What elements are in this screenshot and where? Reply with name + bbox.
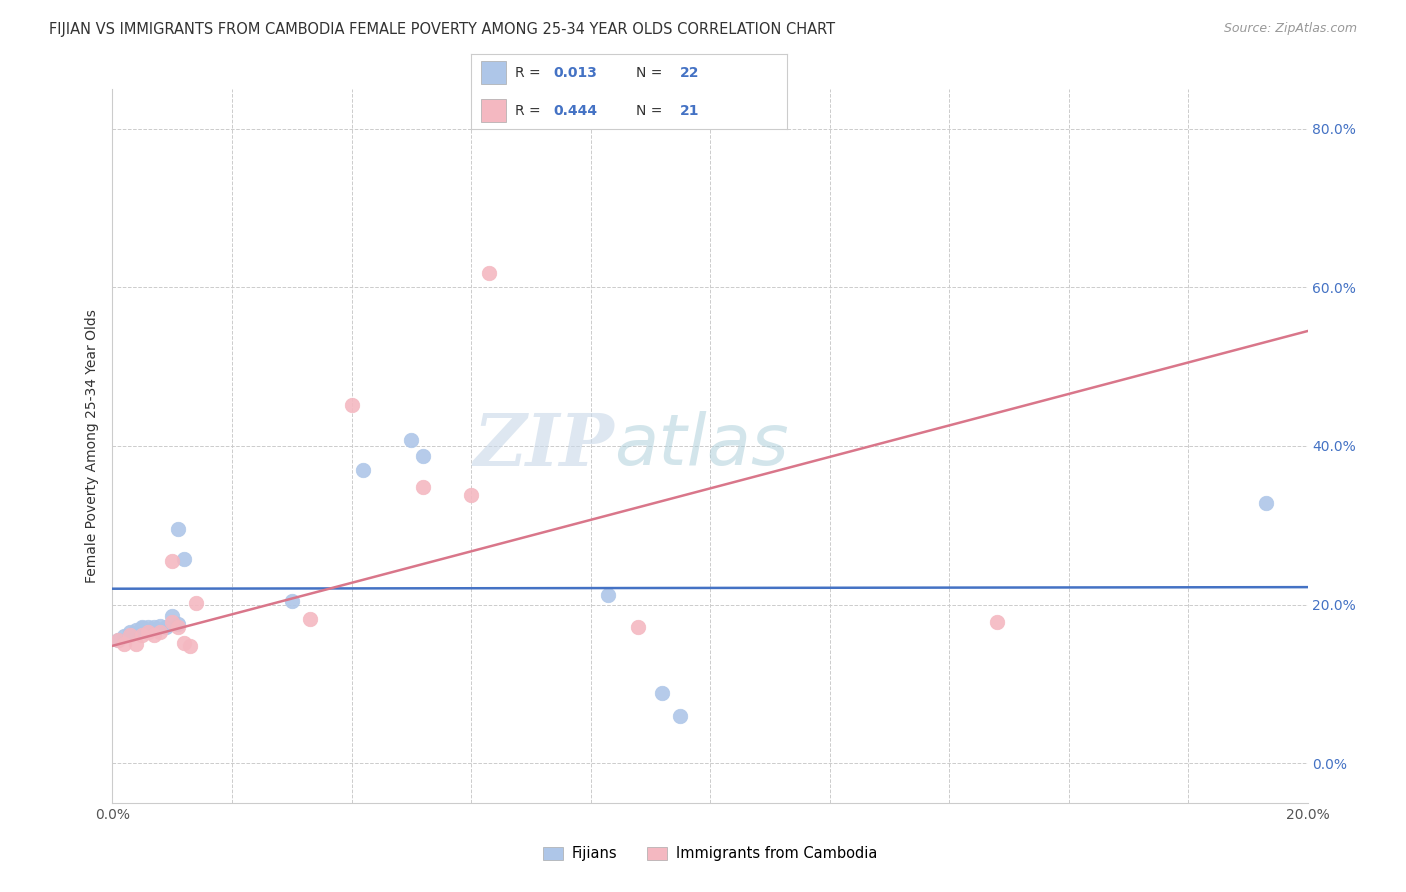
Text: N =: N =	[636, 104, 666, 118]
Point	[353, 463, 375, 477]
Point	[120, 625, 142, 640]
Point	[143, 628, 166, 642]
Point	[179, 639, 201, 653]
Point	[131, 620, 153, 634]
Point	[131, 628, 153, 642]
Point	[114, 637, 135, 651]
Text: Source: ZipAtlas.com: Source: ZipAtlas.com	[1223, 22, 1357, 36]
Point	[120, 628, 142, 642]
Point	[478, 266, 501, 280]
Bar	[481, 62, 506, 84]
Point	[281, 593, 304, 607]
Point	[167, 620, 190, 634]
Point	[107, 633, 129, 648]
Text: R =: R =	[516, 104, 546, 118]
Point	[173, 551, 195, 566]
Text: R =: R =	[516, 66, 546, 80]
Point	[155, 620, 177, 634]
Point	[340, 398, 363, 412]
Point	[138, 625, 160, 640]
Point	[162, 615, 183, 629]
Point	[131, 621, 153, 635]
Point	[186, 596, 208, 610]
Y-axis label: Female Poverty Among 25-34 Year Olds: Female Poverty Among 25-34 Year Olds	[86, 309, 100, 583]
Text: atlas: atlas	[614, 411, 789, 481]
Point	[669, 708, 692, 723]
Point	[167, 617, 190, 632]
Text: 22: 22	[681, 66, 699, 80]
Point	[125, 637, 148, 651]
Point	[173, 635, 195, 649]
Point	[412, 480, 434, 494]
Point	[1254, 496, 1277, 510]
Point	[143, 620, 166, 634]
Point	[125, 623, 148, 637]
Point	[149, 625, 172, 640]
Point	[114, 629, 135, 643]
Text: 0.013: 0.013	[554, 66, 598, 80]
Point	[598, 588, 620, 602]
Point	[138, 620, 160, 634]
Point	[412, 449, 434, 463]
Legend: Fijians, Immigrants from Cambodia: Fijians, Immigrants from Cambodia	[537, 840, 883, 867]
Point	[167, 522, 190, 536]
Point	[986, 615, 1008, 629]
Point	[298, 612, 321, 626]
Point	[162, 609, 183, 624]
Point	[651, 686, 673, 700]
Text: FIJIAN VS IMMIGRANTS FROM CAMBODIA FEMALE POVERTY AMONG 25-34 YEAR OLDS CORRELAT: FIJIAN VS IMMIGRANTS FROM CAMBODIA FEMAL…	[49, 22, 835, 37]
Point	[401, 433, 423, 447]
Text: 21: 21	[681, 104, 699, 118]
Point	[149, 619, 172, 633]
Bar	[481, 99, 506, 122]
Point	[162, 554, 183, 568]
Point	[460, 488, 482, 502]
Text: N =: N =	[636, 66, 666, 80]
Point	[627, 620, 650, 634]
Text: 0.444: 0.444	[554, 104, 598, 118]
Text: ZIP: ZIP	[474, 410, 614, 482]
Point	[107, 633, 129, 648]
